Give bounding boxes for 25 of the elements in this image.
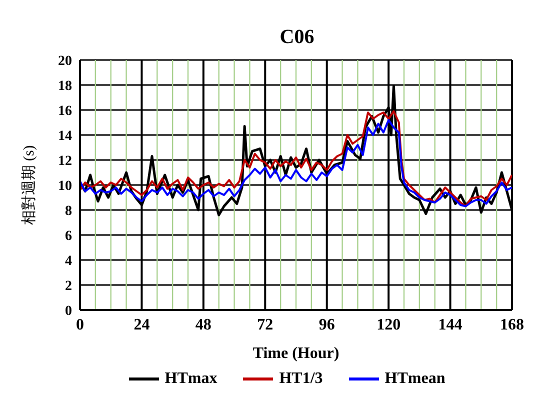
y-tick-label: 2 (65, 278, 72, 294)
y-axis-title: 相對週期 (s) (20, 145, 38, 225)
y-tick-label: 16 (58, 104, 72, 119)
x-tick-label: 96 (318, 316, 335, 334)
y-tick-label: 10 (58, 178, 72, 194)
y-tick-label: 12 (58, 154, 72, 169)
x-tick-label: 24 (134, 316, 150, 334)
x-tick-label: 144 (438, 316, 462, 334)
x-tick-label: 120 (376, 316, 401, 334)
chart-title: C06 (278, 25, 316, 50)
x-tick-label: 168 (500, 316, 524, 334)
y-tick-label: 18 (58, 78, 72, 94)
x-tick-label: 0 (76, 316, 84, 334)
y-tick-label: 14 (58, 128, 72, 144)
x-axis-title: Time (Hour) (252, 345, 340, 362)
y-tick-label: 8 (65, 204, 72, 219)
legend-label: HT1/3 (279, 370, 323, 388)
y-tick-label: 6 (65, 228, 72, 244)
y-tick-label: 4 (65, 254, 72, 269)
legend-label: HTmean (384, 370, 446, 388)
y-tick-label: 20 (58, 54, 72, 69)
legend-label: HTmax (164, 370, 218, 388)
x-tick-label: 48 (195, 316, 212, 334)
y-tick-label: 0 (65, 304, 72, 319)
x-tick-label: 72 (257, 316, 274, 334)
